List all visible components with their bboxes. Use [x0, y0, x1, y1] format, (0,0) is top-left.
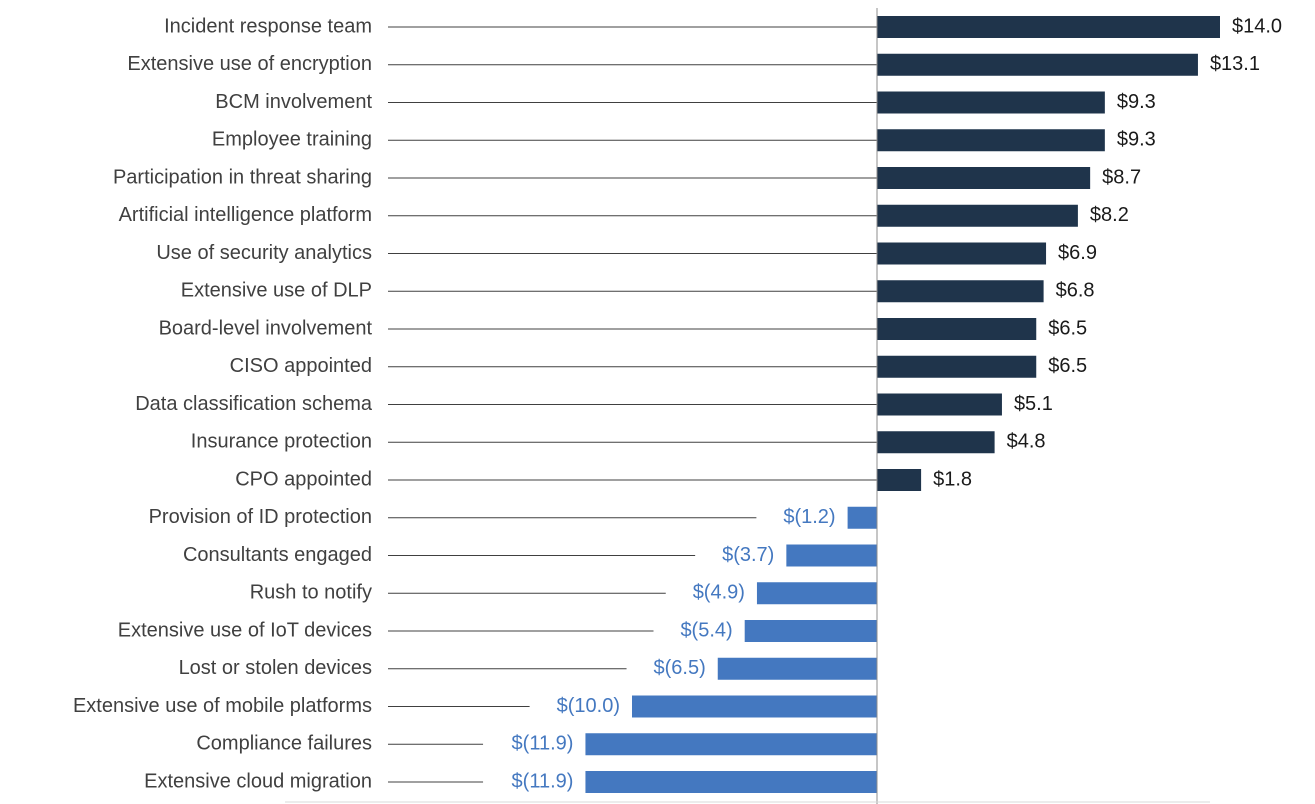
bar	[877, 91, 1105, 114]
value-label: $6.9	[1058, 242, 1097, 264]
bar-row: Incident response team $14.0	[164, 15, 1282, 38]
bar-row: Artificial intelligence platform $8.2	[119, 204, 1129, 227]
bar	[717, 657, 877, 680]
bar	[585, 771, 877, 793]
bar-row: Extensive use of DLP $6.8	[181, 280, 1095, 303]
value-label: $(3.7)	[722, 544, 774, 566]
category-label: Extensive use of encryption	[127, 53, 372, 75]
bar-row: Extensive use of IoT devices $(5.4)	[118, 619, 877, 642]
value-label: $(11.9)	[512, 770, 574, 792]
value-label: $6.5	[1048, 317, 1087, 339]
category-label: Participation in threat sharing	[113, 166, 372, 188]
bar-row: CISO appointed $6.5	[230, 355, 1087, 378]
bar	[877, 318, 1037, 340]
bar	[877, 53, 1198, 76]
category-label: Data classification schema	[135, 393, 373, 415]
bar-row: Extensive cloud migration $(11.9)	[144, 770, 877, 793]
value-label: $(10.0)	[557, 695, 620, 717]
category-label: Insurance protection	[191, 431, 372, 453]
category-label: Extensive use of mobile platforms	[73, 695, 372, 717]
bar	[744, 620, 877, 642]
category-label: Incident response team	[164, 15, 372, 37]
bar-row: Participation in threat sharing $8.7	[113, 166, 1141, 189]
value-label: $1.8	[933, 468, 972, 490]
category-label: Extensive use of IoT devices	[118, 619, 372, 641]
bar	[877, 431, 995, 454]
bar	[877, 204, 1078, 227]
value-label: $5.1	[1014, 393, 1053, 415]
bar	[877, 167, 1091, 189]
bar	[877, 16, 1220, 38]
chart-rows: Incident response team $14.0 Extensive use…	[73, 15, 1282, 793]
category-label: Extensive use of DLP	[181, 280, 372, 302]
bar	[847, 506, 877, 529]
bar-row: Consultants engaged $(3.7)	[183, 544, 877, 567]
bar	[585, 733, 877, 756]
category-label: Lost or stolen devices	[179, 657, 372, 679]
bar	[877, 242, 1047, 265]
bar-row: Extensive use of mobile platforms $(10.0)	[73, 695, 877, 718]
bar	[756, 582, 877, 605]
category-label: Consultants engaged	[183, 544, 372, 566]
bar	[877, 355, 1037, 378]
category-label: Compliance failures	[196, 733, 372, 755]
category-label: Provision of ID protection	[149, 506, 372, 528]
bar-row: Use of security analytics $6.9	[156, 242, 1097, 265]
value-label: $9.3	[1117, 129, 1156, 151]
value-label: $8.2	[1090, 204, 1129, 226]
value-label: $4.8	[1007, 431, 1046, 453]
bar-row: BCM involvement $9.3	[215, 91, 1156, 114]
value-label: $(6.5)	[654, 657, 706, 679]
bar-row: Insurance protection $4.8	[191, 431, 1046, 454]
value-label: $14.0	[1232, 15, 1282, 37]
value-label: $(11.9)	[512, 733, 574, 755]
bar	[632, 695, 877, 718]
bar-row: Rush to notify $(4.9)	[250, 582, 877, 605]
bar	[877, 469, 922, 491]
value-label: $6.5	[1048, 355, 1087, 377]
category-label: Use of security analytics	[156, 242, 372, 264]
category-label: CPO appointed	[235, 468, 372, 490]
value-label: $8.7	[1102, 166, 1141, 188]
bar-row: Extensive use of encryption $13.1	[127, 53, 1260, 76]
category-label: Artificial intelligence platform	[119, 204, 372, 226]
bar	[877, 280, 1044, 303]
bar-row: Provision of ID protection $(1.2)	[149, 506, 877, 529]
bar	[877, 393, 1002, 416]
bar	[786, 544, 877, 567]
value-label: $(1.2)	[783, 506, 835, 528]
value-label: $9.3	[1117, 91, 1156, 113]
category-label: Employee training	[212, 129, 372, 151]
bar-row: CPO appointed $1.8	[235, 468, 972, 491]
bar-row: Compliance failures $(11.9)	[196, 733, 877, 756]
bar-row: Employee training $9.3	[212, 129, 1156, 152]
value-label: $6.8	[1056, 280, 1095, 302]
value-label: $(4.9)	[693, 582, 745, 604]
category-label: Board-level involvement	[159, 317, 373, 339]
value-label: $13.1	[1210, 53, 1260, 75]
category-label: Extensive cloud migration	[144, 770, 372, 792]
value-label: $(5.4)	[680, 619, 732, 641]
category-label: Rush to notify	[250, 582, 372, 604]
bar-row: Board-level involvement $6.5	[159, 317, 1087, 340]
bar-row: Lost or stolen devices $(6.5)	[179, 657, 877, 680]
bar	[877, 129, 1105, 152]
category-label: BCM involvement	[215, 91, 372, 113]
category-label: CISO appointed	[230, 355, 372, 377]
bar-row: Data classification schema $5.1	[135, 393, 1053, 416]
